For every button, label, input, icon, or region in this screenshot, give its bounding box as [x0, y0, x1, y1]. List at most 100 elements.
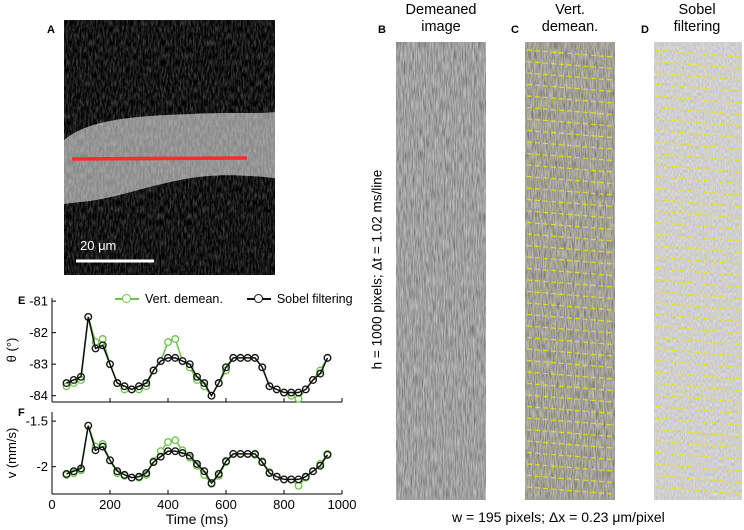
data-point	[185, 360, 194, 369]
data-point	[98, 442, 107, 451]
panel-c-image	[525, 42, 615, 500]
data-point	[243, 353, 252, 362]
y-tick-label: -82	[29, 325, 48, 340]
data-point	[171, 335, 180, 343]
data-point	[236, 353, 245, 362]
kymo-dash-line	[655, 72, 741, 81]
kymo-dash-line	[526, 60, 614, 70]
data-point	[62, 379, 71, 388]
data-point	[127, 385, 136, 394]
kymo-dash-line	[526, 417, 614, 426]
data-point	[77, 464, 85, 473]
data-point	[214, 379, 223, 388]
data-point	[229, 449, 238, 458]
series-line	[66, 425, 329, 485]
data-point	[84, 421, 93, 430]
data-point	[164, 338, 172, 347]
data-point	[265, 469, 274, 477]
data-point	[164, 447, 172, 456]
data-point	[316, 369, 325, 378]
legend: Vert. demean. Sobel filtering	[115, 292, 353, 306]
y-axis-label: θ (°)	[4, 338, 19, 363]
kymo-dash-line	[526, 175, 614, 185]
panel-a-measure-line	[71, 156, 248, 161]
kymo-dash-line	[655, 83, 741, 93]
kymo-dash-line	[526, 463, 614, 472]
data-point	[200, 467, 209, 476]
kymo-dash-line	[655, 106, 741, 116]
data-point	[164, 353, 172, 362]
data-point	[265, 382, 274, 391]
kymo-dash-line	[655, 440, 741, 449]
data-point	[301, 472, 310, 481]
data-point	[229, 353, 238, 362]
data-point	[106, 456, 114, 465]
kymo-dash-line	[526, 348, 614, 357]
kymo-dash-line	[655, 175, 741, 185]
panel-d-title-line1: Sobel	[678, 2, 716, 18]
plot-e: -81 -82 -83 -84 θ (°)	[4, 294, 343, 403]
data-point	[178, 449, 187, 457]
panel-b-title-line2: image	[421, 19, 461, 35]
data-point	[156, 357, 165, 365]
x-tick-label: 1000	[328, 497, 357, 512]
kymo-dash-line	[655, 325, 741, 334]
kymo-dash-line	[526, 486, 614, 495]
kymo-dash-line	[526, 129, 614, 139]
kymograph-height-label: h = 1000 pixels; Δt = 1.02 ms/line	[369, 169, 385, 370]
data-point	[200, 379, 209, 388]
kymo-dash-line	[655, 302, 741, 311]
data-point	[207, 391, 216, 400]
kymo-dash-line	[655, 382, 741, 392]
data-point	[316, 461, 325, 470]
panel-letter-c: C	[511, 24, 519, 36]
data-point	[135, 472, 143, 481]
y-tick-label: -2	[36, 459, 48, 474]
kymo-dash-line	[526, 210, 614, 219]
panel-d-title: Sobel filtering	[652, 2, 742, 36]
kymo-dash-line	[526, 371, 614, 380]
kymo-dash-line	[655, 463, 741, 472]
panel-d-title-line2: filtering	[673, 19, 721, 35]
kymo-dash-line	[655, 267, 741, 277]
data-point	[142, 469, 151, 477]
kymo-dash-line	[526, 279, 614, 288]
kymo-dash-line	[655, 486, 741, 495]
panel-letter-b: B	[378, 24, 386, 36]
data-point	[91, 344, 100, 353]
kymo-dash-line	[526, 359, 614, 369]
data-point	[287, 475, 296, 484]
kymo-dash-line	[655, 118, 741, 127]
kymo-dash-line	[655, 256, 741, 265]
panel-b-title: Demeaned image	[396, 2, 486, 36]
panel-c-title-line2: demean.	[541, 19, 599, 35]
data-point	[62, 470, 71, 478]
panel-c-title: Vert. demean.	[525, 2, 615, 36]
data-point	[164, 438, 172, 447]
kymo-dash-line	[526, 290, 614, 300]
kymo-dash-line	[655, 244, 741, 254]
data-point	[113, 379, 122, 388]
kymo-dash-line	[526, 221, 614, 231]
data-point	[106, 360, 114, 369]
data-point	[294, 388, 303, 397]
legend-label-sobel: Sobel filtering	[276, 292, 353, 306]
data-point	[309, 467, 317, 476]
kymo-dash-line	[526, 198, 614, 208]
panel-c-dashed-lines	[526, 49, 614, 495]
data-point	[251, 449, 259, 458]
kymo-dash-line	[655, 233, 741, 242]
kymo-dash-line	[526, 233, 614, 242]
data-point	[207, 479, 216, 488]
data-point	[280, 388, 288, 397]
data-point	[193, 372, 201, 381]
x-tick-label: 800	[273, 497, 295, 512]
data-point	[287, 388, 296, 397]
kymo-dash-line	[655, 348, 741, 357]
kymo-dash-line	[655, 474, 741, 484]
data-point	[127, 473, 136, 482]
panel-b-title-line1: Demeaned	[405, 2, 477, 18]
kymo-dash-line	[655, 394, 741, 403]
data-point	[91, 446, 100, 455]
panel-letter-f: F	[18, 407, 25, 419]
